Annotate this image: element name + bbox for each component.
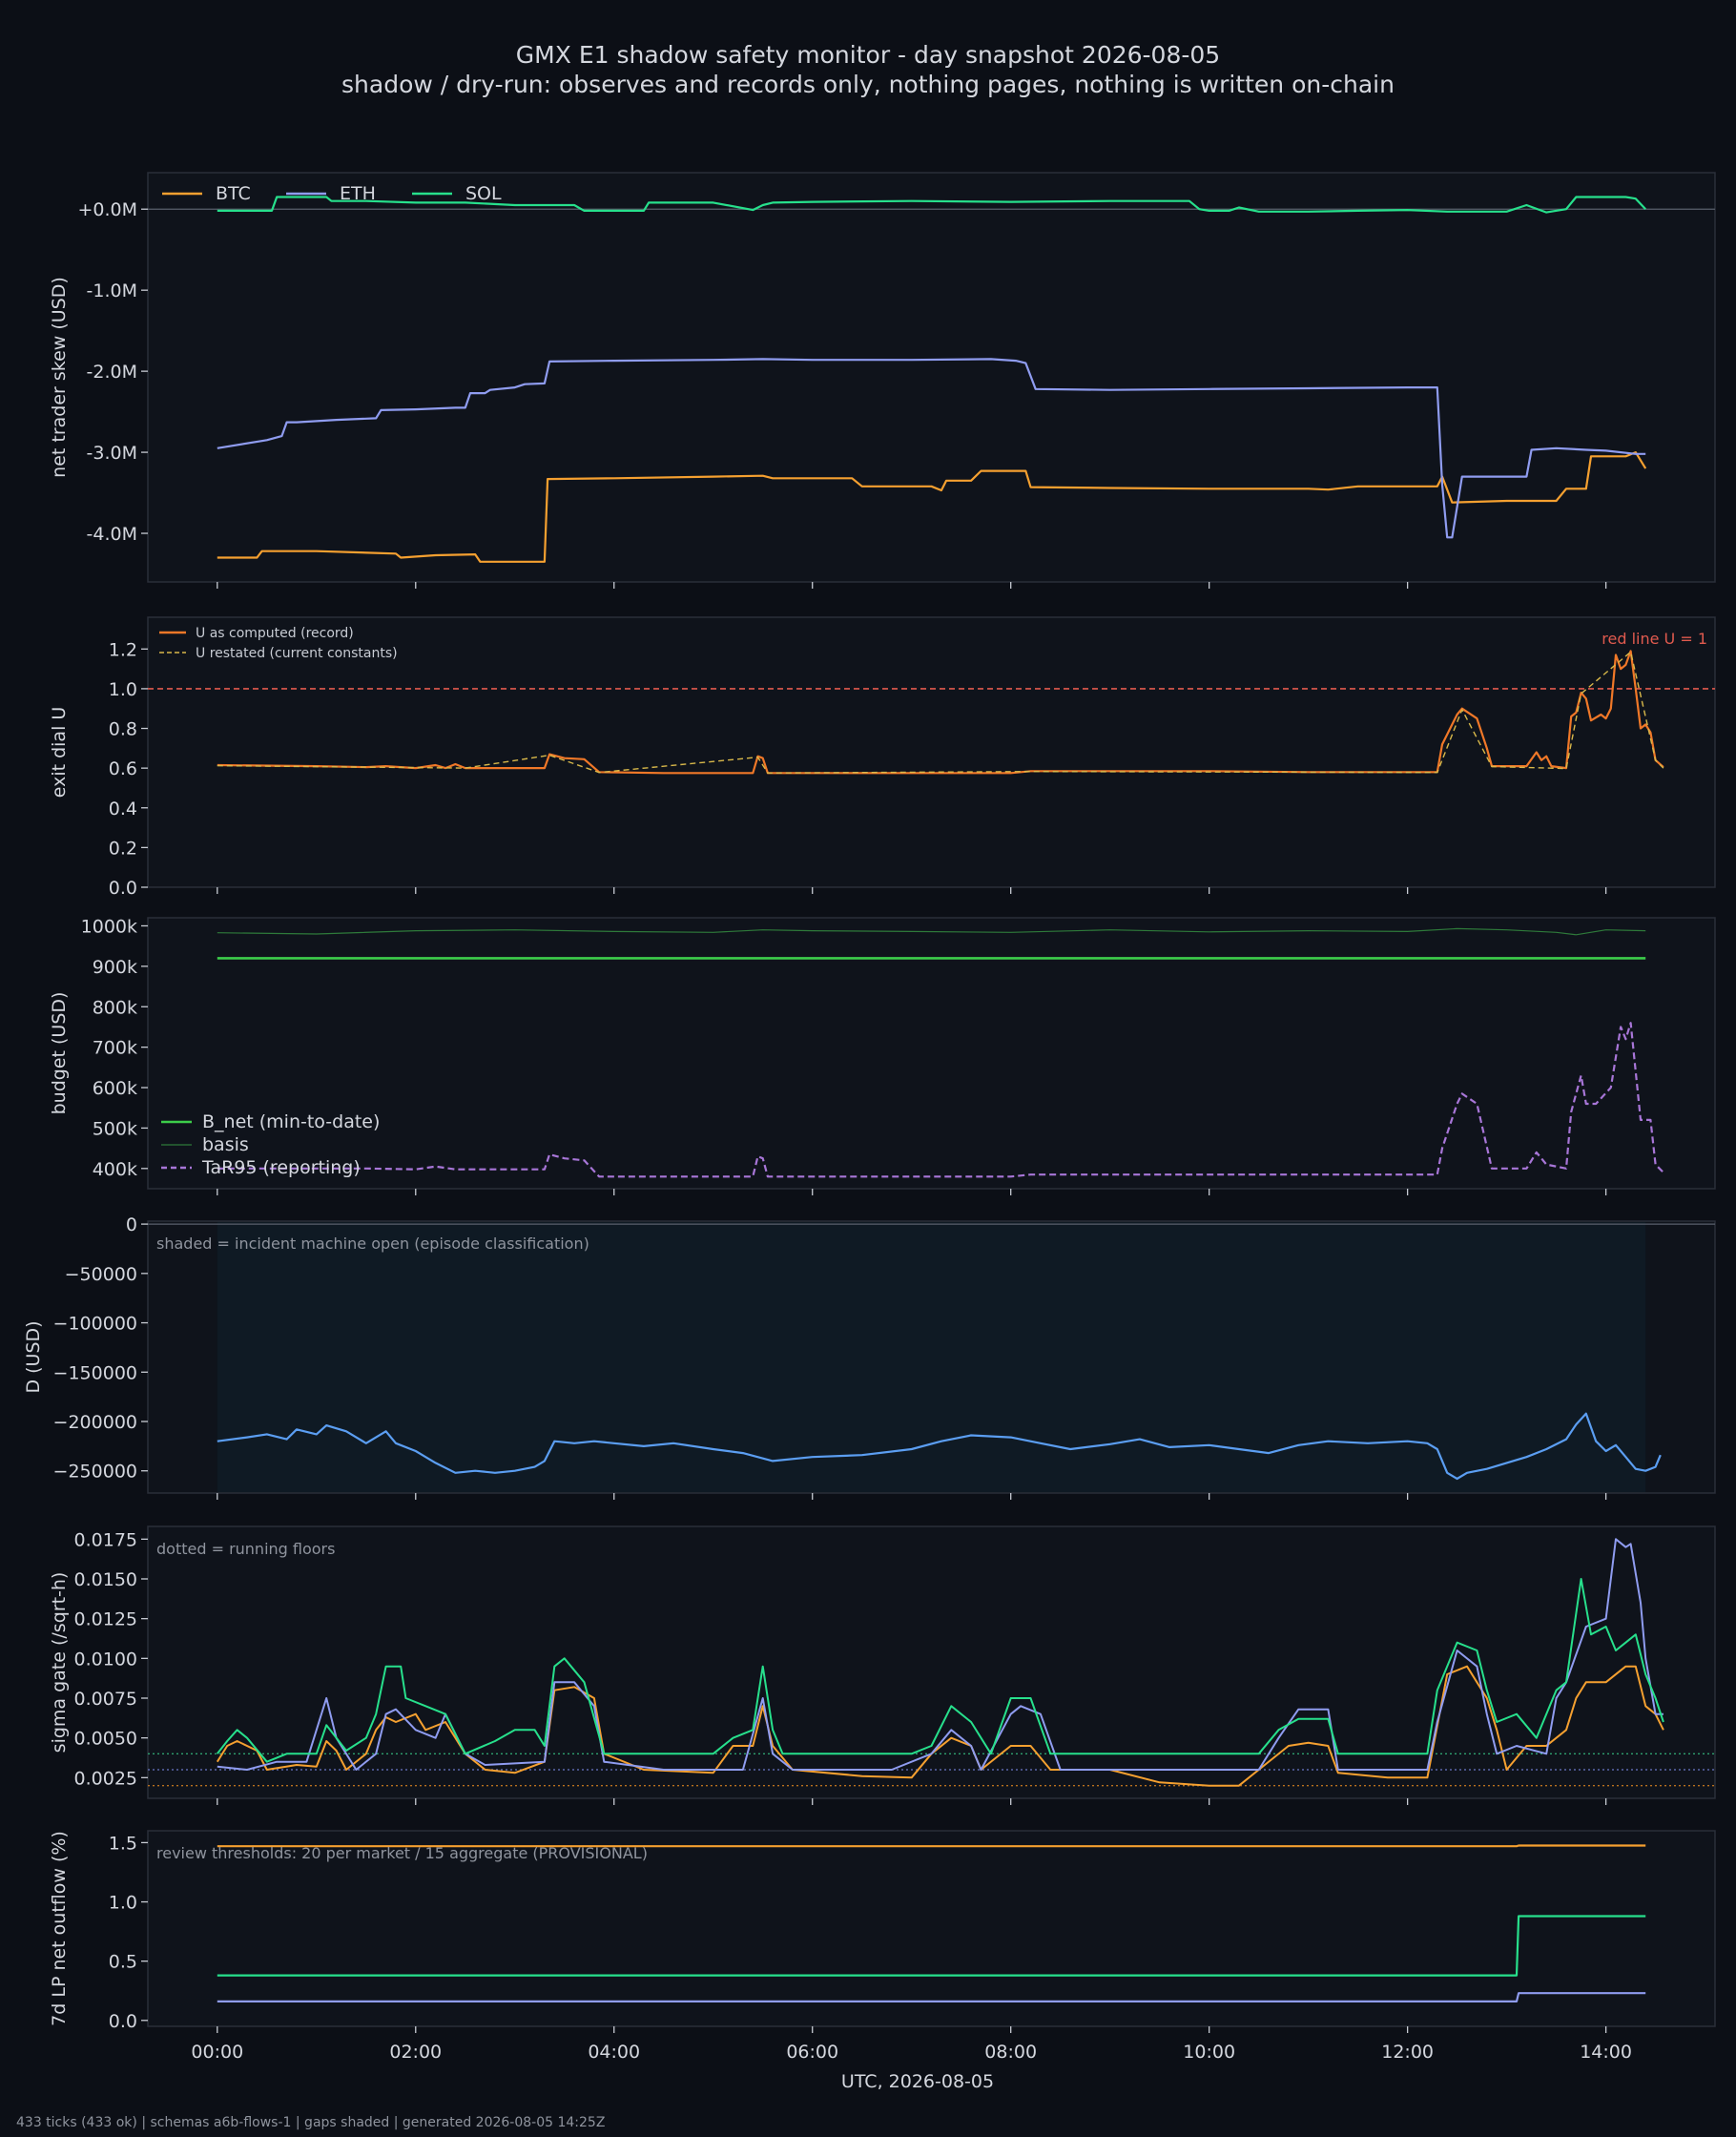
y-axis-label: 7d LP net outflow (%) <box>49 1831 70 2026</box>
y-tick-label: 0.5 <box>109 1952 137 1973</box>
panel-5: 0.0025 0.0050 0.0075 0.0100 0.0125 0.0150 0.01… <box>49 1525 1716 1805</box>
panel-2: 0.0 0.2 0.4 0.6 0.8 1.0 1.2 exit dial U red line… <box>49 616 1716 899</box>
series-line-sol <box>217 196 1646 214</box>
y-tick-label: −100000 <box>53 1314 137 1335</box>
x-tick-label: 08:00 <box>984 2042 1037 2063</box>
y-tick-label: 0.0125 <box>74 1609 137 1630</box>
series-line-u-as-computed-record- <box>217 650 1664 775</box>
panel-note: dotted = running floors <box>156 1540 335 1558</box>
x-tick-label: 00:00 <box>191 2042 243 2063</box>
y-axis-label: budget (USD) <box>49 992 70 1115</box>
y-tick-label: 0.0075 <box>74 1689 137 1710</box>
footer-text: 433 ticks (433 ok) | schemas a6b-flows-1… <box>16 2115 605 2130</box>
series-line-eth <box>217 1992 1646 2002</box>
figure-title: GMX E1 shadow safety monitor - day snaps… <box>516 41 1220 69</box>
red-line-annotation: red line U = 1 <box>1602 630 1707 648</box>
y-tick-label: -4.0M <box>87 524 137 545</box>
y-tick-label: -1.0M <box>87 280 137 301</box>
y-tick-label: 0.2 <box>109 838 137 859</box>
legend-label: U restated (current constants) <box>196 646 398 661</box>
series-line-u-restated-current-constants- <box>217 651 1664 774</box>
y-tick-label: 0.8 <box>109 719 137 740</box>
y-tick-label: 0.0050 <box>74 1729 137 1750</box>
y-tick-label: 0.0 <box>109 2011 137 2032</box>
panel-6: 0.0 0.5 1.0 1.5 7d LP net outflow (%) review … <box>49 1830 1716 2033</box>
legend-label: TaR95 (reporting) <box>201 1157 361 1178</box>
panel-1: +0.0M -1.0M -2.0M -3.0M -4.0M net trader skew… <box>49 172 1716 589</box>
y-axis-label: net trader skew (USD) <box>49 277 70 478</box>
y-tick-label: 0.0175 <box>74 1529 137 1550</box>
y-tick-label: 0 <box>126 1214 137 1235</box>
series-line-tar95-reporting- <box>217 1022 1664 1178</box>
y-tick-label: 1000k <box>81 916 137 937</box>
y-tick-label: 400k <box>93 1159 137 1180</box>
panel-frame <box>147 616 1716 888</box>
y-tick-label: -3.0M <box>87 443 137 464</box>
series-line-d <box>217 1412 1662 1481</box>
y-tick-label: 900k <box>93 957 137 978</box>
y-tick-label: 500k <box>93 1118 137 1139</box>
y-tick-label: +0.0M <box>77 199 137 220</box>
x-tick-label: 06:00 <box>786 2042 838 2063</box>
y-tick-label: −250000 <box>53 1462 137 1483</box>
legend-label: U as computed (record) <box>196 626 354 641</box>
series-line-eth <box>217 1538 1664 1771</box>
series-line-btc <box>217 451 1647 563</box>
x-axis-label: UTC, 2026-08-05 <box>841 2071 994 2092</box>
y-tick-label: 1.0 <box>109 1893 137 1914</box>
figure-subtitle: shadow / dry-run: observes and records o… <box>341 71 1395 98</box>
panel-frame <box>147 172 1716 583</box>
panel-frame <box>147 917 1716 1190</box>
panel-note: shaded = incident machine open (episode … <box>156 1234 589 1253</box>
y-tick-label: 0.0 <box>109 878 137 899</box>
y-tick-label: 0.0150 <box>74 1569 137 1590</box>
x-tick-label: 12:00 <box>1381 2042 1434 2063</box>
y-tick-label: 0.4 <box>109 799 137 820</box>
x-tick-label: 04:00 <box>588 2042 640 2063</box>
y-tick-label: 0.0025 <box>74 1768 137 1789</box>
series-line-basis <box>217 927 1646 936</box>
legend-label: BTC <box>216 183 251 204</box>
y-tick-label: 800k <box>93 997 137 1018</box>
y-axis-label: D (USD) <box>23 1320 44 1393</box>
x-tick-label: 14:00 <box>1580 2042 1632 2063</box>
x-tick-label: 10:00 <box>1183 2042 1235 2063</box>
y-tick-label: 700k <box>93 1038 137 1059</box>
y-tick-label: 1.0 <box>109 679 137 700</box>
legend-label: B_net (min-to-date) <box>202 1111 380 1132</box>
panel-4: 0 −50000 −100000 −150000 −200000 −250000 D (US… <box>23 1214 1716 1500</box>
y-axis-label: exit dial U <box>49 707 70 799</box>
series-line-sol <box>217 1915 1646 1977</box>
panel-note: review thresholds: 20 per market / 15 ag… <box>156 1844 648 1862</box>
y-tick-label: −150000 <box>53 1362 137 1383</box>
series-line-eth <box>217 358 1646 539</box>
series-line-btc <box>216 1665 1664 1787</box>
y-tick-label: 1.2 <box>109 639 137 660</box>
legend-label: SOL <box>465 183 502 204</box>
panel-frame <box>147 1830 1716 2027</box>
series-line-btc <box>217 1844 1646 1848</box>
y-axis-label: sigma gate (/sqrt-h) <box>49 1572 70 1753</box>
incident-shading <box>217 1222 1646 1492</box>
y-tick-label: 1.5 <box>109 1833 137 1854</box>
y-tick-label: 0.0100 <box>74 1649 137 1670</box>
legend-label: ETH <box>340 183 376 204</box>
legend-label: basis <box>202 1134 249 1155</box>
y-tick-label: 0.6 <box>109 758 137 779</box>
y-tick-label: −200000 <box>53 1412 137 1433</box>
y-tick-label: -2.0M <box>87 362 137 383</box>
y-tick-label: 600k <box>93 1078 137 1099</box>
panel-3: 400k 500k 600k 700k 800k 900k 1000k budget (USD… <box>49 916 1716 1195</box>
y-tick-label: −50000 <box>65 1264 137 1285</box>
x-tick-label: 02:00 <box>389 2042 442 2063</box>
series-line-sol <box>217 1578 1664 1763</box>
